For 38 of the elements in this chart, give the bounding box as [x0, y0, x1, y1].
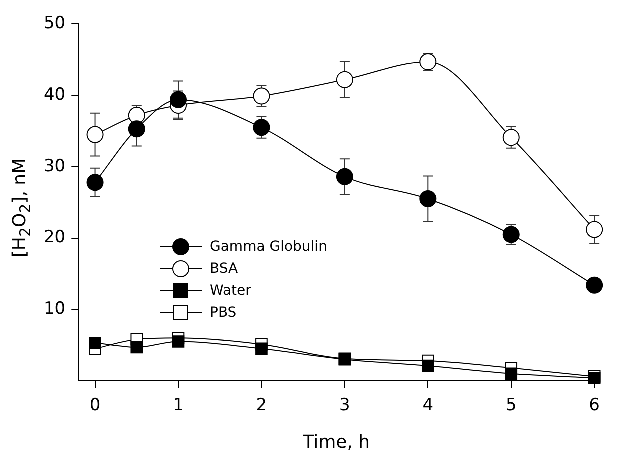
- x-tick-label: 4: [422, 396, 434, 416]
- point: [86, 126, 104, 144]
- x-tick-label: 6: [589, 396, 600, 416]
- y-tick-label: 50: [44, 14, 66, 34]
- point: [420, 190, 437, 208]
- y-tick-label: 10: [44, 299, 66, 320]
- x-tick-label: 2: [256, 396, 268, 416]
- y-tick-label: 20: [44, 228, 66, 248]
- x-axis-title: Time, h: [302, 432, 370, 453]
- point: [172, 336, 185, 348]
- legend-label: BSA: [210, 261, 238, 277]
- point: [586, 221, 604, 238]
- point: [502, 226, 520, 244]
- point: [505, 368, 518, 380]
- legend-label: Water: [210, 283, 252, 299]
- x-tick-label: 3: [340, 396, 350, 416]
- point: [89, 337, 102, 350]
- point: [253, 88, 270, 105]
- point: [130, 341, 144, 354]
- x-tick-label: 0: [90, 396, 101, 416]
- point: [336, 168, 354, 186]
- point: [420, 54, 437, 71]
- point: [586, 276, 604, 294]
- y-tick-label: 40: [44, 84, 66, 105]
- point: [502, 129, 520, 146]
- point: [253, 119, 270, 136]
- point: [336, 71, 354, 88]
- point: [128, 120, 146, 138]
- point: [170, 91, 187, 108]
- y-tick-label: 30: [44, 156, 66, 176]
- legend-label: Gamma Globulin: [210, 239, 328, 255]
- x-tick-label: 1: [173, 396, 184, 416]
- point: [256, 342, 268, 356]
- point: [422, 360, 434, 372]
- legend-label: PBS: [210, 305, 237, 321]
- point: [86, 174, 104, 192]
- point: [128, 107, 146, 124]
- x-tick-label: 5: [506, 396, 517, 416]
